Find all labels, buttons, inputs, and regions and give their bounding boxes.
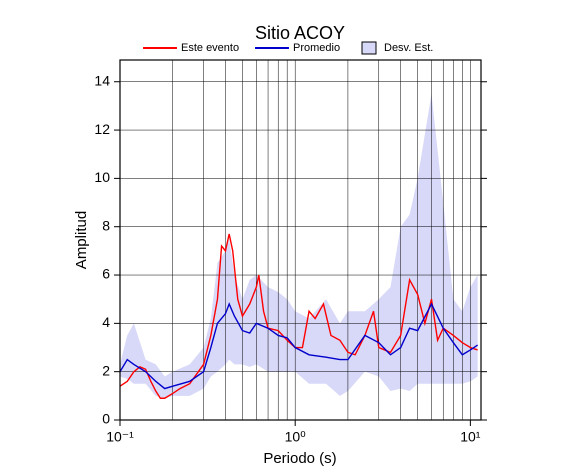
y-tick-label: 4 xyxy=(102,314,110,330)
axes: 10⁻¹ 10⁰ 10¹ 0 2 4 6 8 10 12 14 Este evento Promedio… xyxy=(94,41,487,445)
std-band xyxy=(120,93,478,399)
y-tick-label: 8 xyxy=(102,217,110,233)
legend-label: Desv. Est. xyxy=(384,42,433,54)
plot-area xyxy=(120,93,478,399)
y-tick-label: 6 xyxy=(102,266,110,282)
x-tick-label: 10⁰ xyxy=(285,429,307,445)
legend-label: Este evento xyxy=(181,42,239,54)
x-tick-label: 10¹ xyxy=(460,429,481,445)
plot-frame xyxy=(119,59,482,421)
y-tick-label: 0 xyxy=(102,411,110,427)
y-tick-label: 14 xyxy=(94,72,110,88)
y-tick-label: 10 xyxy=(94,169,110,185)
y-tick-label: 12 xyxy=(94,121,110,137)
x-axis-label: Periodo (s) xyxy=(263,450,336,467)
chart-title: Sitio ACOY xyxy=(255,23,345,43)
y-tick-label: 2 xyxy=(102,362,110,378)
legend-swatch xyxy=(361,41,377,55)
data-line xyxy=(120,302,479,390)
legend-label: Promedio xyxy=(293,42,340,54)
x-tick-label: 10⁻¹ xyxy=(106,429,134,445)
y-axis-label: Amplitud xyxy=(73,211,90,269)
